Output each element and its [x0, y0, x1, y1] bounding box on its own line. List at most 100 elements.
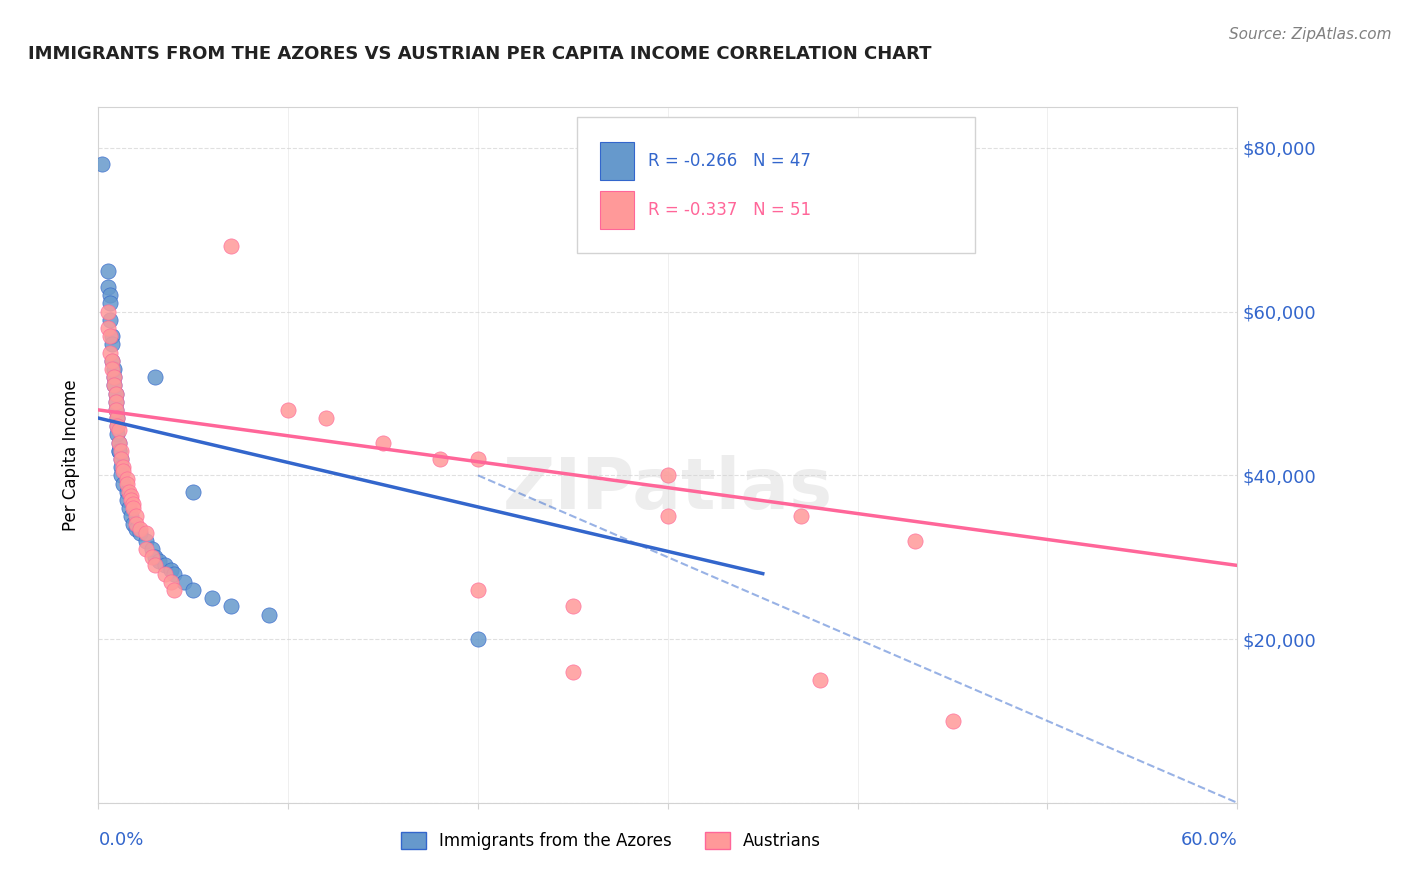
Point [104, 386, 127, 401]
Point [91, 157, 114, 171]
Point [107, 427, 129, 442]
Point [371, 435, 394, 450]
Point [141, 542, 163, 557]
Point [118, 501, 141, 516]
Point [108, 443, 131, 458]
Point [115, 484, 138, 499]
Point [110, 460, 132, 475]
Legend: Immigrants from the Azores, Austrians: Immigrants from the Azores, Austrians [394, 826, 828, 857]
Point [98, 313, 121, 327]
Point [904, 533, 927, 548]
Point [107, 419, 129, 434]
Point [145, 558, 167, 573]
Point [467, 632, 489, 646]
Point [100, 337, 122, 351]
Point [112, 460, 135, 475]
Point [315, 411, 337, 425]
Point [104, 394, 127, 409]
Point [115, 473, 138, 487]
Point [148, 554, 170, 568]
Point [562, 665, 585, 679]
Point [120, 492, 142, 507]
Point [108, 423, 131, 437]
Text: R = -0.266   N = 47: R = -0.266 N = 47 [648, 153, 811, 170]
Point [115, 492, 138, 507]
Point [115, 476, 138, 491]
Point [103, 378, 125, 392]
Point [120, 509, 142, 524]
Point [98, 296, 121, 310]
Point [153, 566, 176, 581]
Point [98, 345, 121, 359]
Point [159, 562, 181, 576]
Point [103, 378, 125, 392]
Text: IMMIGRANTS FROM THE AZORES VS AUSTRIAN PER CAPITA INCOME CORRELATION CHART: IMMIGRANTS FROM THE AZORES VS AUSTRIAN P… [28, 45, 932, 62]
Point [120, 489, 142, 503]
Point [118, 484, 141, 499]
Point [121, 497, 143, 511]
Point [107, 411, 129, 425]
Point [112, 476, 135, 491]
Text: 60.0%: 60.0% [1181, 830, 1237, 848]
Point [159, 574, 181, 589]
Text: ZIPatlas: ZIPatlas [503, 455, 832, 524]
Point [97, 304, 120, 318]
Point [467, 452, 489, 467]
Point [163, 566, 186, 581]
Text: Source: ZipAtlas.com: Source: ZipAtlas.com [1229, 27, 1392, 42]
Point [221, 239, 243, 253]
Point [135, 533, 157, 548]
Point [103, 362, 125, 376]
Point [153, 558, 176, 573]
Point [429, 452, 451, 467]
Point [97, 321, 120, 335]
Text: 0.0%: 0.0% [98, 830, 143, 848]
Point [657, 509, 679, 524]
Point [100, 353, 122, 368]
Point [97, 280, 120, 294]
Point [97, 264, 120, 278]
Point [135, 525, 157, 540]
Point [110, 452, 132, 467]
Point [201, 591, 224, 606]
Point [98, 288, 121, 302]
Point [112, 464, 135, 478]
Point [145, 370, 167, 384]
Point [183, 484, 205, 499]
Point [135, 542, 157, 557]
Point [104, 403, 127, 417]
Point [100, 362, 122, 376]
Point [562, 599, 585, 614]
Point [98, 329, 121, 343]
Point [104, 394, 127, 409]
Point [173, 574, 195, 589]
Point [259, 607, 281, 622]
Point [129, 522, 152, 536]
Point [100, 329, 122, 343]
Point [129, 525, 152, 540]
Point [108, 435, 131, 450]
Point [104, 386, 127, 401]
Point [657, 468, 679, 483]
Point [100, 353, 122, 368]
Point [467, 582, 489, 597]
Point [790, 509, 813, 524]
Point [110, 443, 132, 458]
Point [103, 370, 125, 384]
Point [183, 582, 205, 597]
Point [121, 517, 143, 532]
FancyBboxPatch shape [576, 118, 976, 253]
Point [110, 452, 132, 467]
Bar [599, 142, 634, 180]
Point [121, 501, 143, 516]
Point [277, 403, 299, 417]
Point [107, 419, 129, 434]
Point [125, 522, 148, 536]
Text: R = -0.337   N = 51: R = -0.337 N = 51 [648, 201, 811, 219]
Point [221, 599, 243, 614]
Point [163, 582, 186, 597]
Y-axis label: Per Capita Income: Per Capita Income [62, 379, 80, 531]
Point [125, 509, 148, 524]
Point [110, 468, 132, 483]
Point [108, 443, 131, 458]
